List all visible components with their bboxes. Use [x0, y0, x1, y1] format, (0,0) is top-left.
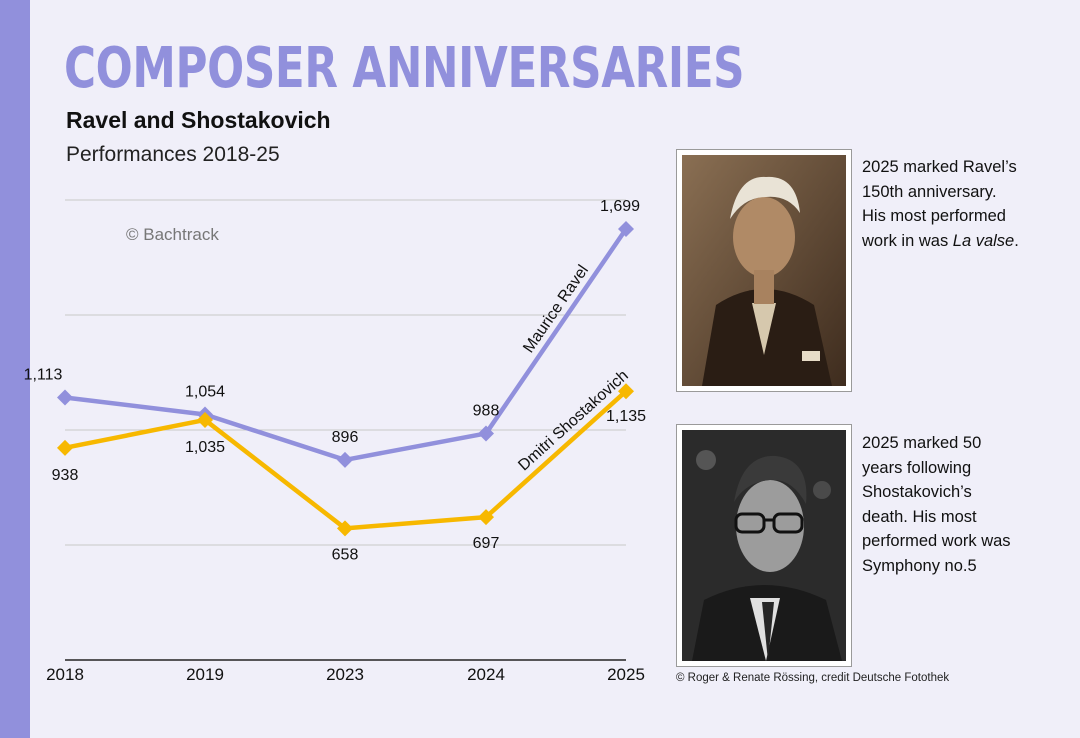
x-tick-label: 2019	[186, 665, 224, 684]
data-label: 697	[473, 535, 500, 552]
x-tick-label: 2018	[46, 665, 84, 684]
ravel-portrait-image	[682, 155, 846, 386]
x-tick-label: 2024	[467, 665, 505, 684]
shostakovich-note-line: death. His most	[862, 507, 977, 526]
photo-credit: © Roger & Renate Rössing, credit Deutsch…	[676, 672, 950, 684]
data-label: 1,699	[600, 198, 640, 215]
data-point-marker	[197, 411, 213, 428]
accent-side-bar	[0, 0, 30, 738]
watermark: © Bachtrack	[126, 225, 219, 244]
ravel-note: 2025 marked Ravel’s 150th anniversary. H…	[862, 155, 1072, 253]
x-tick-label: 2023	[326, 665, 364, 684]
shostakovich-note: 2025 marked 50 years following Shostakov…	[862, 431, 1072, 578]
ravel-note-work: La valse	[952, 231, 1015, 250]
data-point-marker	[618, 383, 634, 400]
shostakovich-note-line: Shostakovich’s	[862, 483, 972, 501]
ravel-note-line: 2025 marked Ravel’s	[862, 158, 1017, 176]
data-point-marker	[618, 221, 634, 238]
ravel-note-line: His most performed	[862, 207, 1006, 225]
data-point-marker	[57, 389, 73, 406]
shostakovich-note-line: years following	[862, 458, 972, 477]
shostakovich-portrait-photo	[676, 424, 852, 667]
data-point-marker	[57, 439, 73, 456]
data-point-marker	[337, 520, 353, 537]
data-label: 896	[332, 429, 359, 446]
x-axis-ticks: 2018 2019 2023 2024 2025	[46, 665, 645, 684]
ravel-note-line: work in was La valse.	[862, 229, 1072, 254]
data-label: 988	[473, 402, 500, 419]
data-point-marker	[478, 425, 494, 442]
ravel-portrait-photo	[676, 149, 852, 392]
chart-series: 1,113 1,054 896 988 1,699 938 1,035 658 697 1,135	[24, 198, 647, 563]
ravel-note-suffix: .	[1014, 231, 1019, 250]
data-label: 1,113	[24, 367, 63, 384]
x-tick-label: 2025	[607, 665, 645, 684]
data-label: 1,035	[185, 439, 225, 456]
data-label: 1,054	[185, 383, 225, 400]
data-label: 938	[52, 467, 79, 484]
chart-subtitle: Ravel and Shostakovich	[66, 107, 331, 133]
data-point-marker	[478, 509, 494, 526]
ravel-note-line: 150th anniversary.	[862, 182, 997, 201]
shostakovich-note-line: performed work was	[862, 532, 1011, 550]
shostakovich-portrait-image	[682, 430, 846, 661]
page-title: COMPOSER ANNIVERSARIES	[64, 36, 745, 101]
data-label: 1,135	[606, 408, 646, 425]
ravel-note-prefix: work in was	[862, 231, 953, 250]
data-point-marker	[337, 451, 353, 468]
shostakovich-note-line: 2025 marked 50	[862, 434, 982, 452]
series-name-label: Maurice Ravel	[520, 262, 592, 356]
shostakovich-note-line: Symphony no.5	[862, 556, 977, 575]
data-label: 658	[332, 546, 359, 563]
chart-caption: Performances 2018-25	[66, 143, 280, 166]
